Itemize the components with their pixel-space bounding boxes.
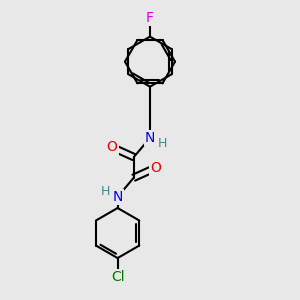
Text: O: O xyxy=(106,140,118,154)
Text: Cl: Cl xyxy=(111,270,124,284)
Text: F: F xyxy=(146,11,154,26)
Text: O: O xyxy=(150,161,161,175)
Text: H: H xyxy=(101,185,110,198)
Text: N: N xyxy=(112,190,123,204)
Text: N: N xyxy=(145,131,155,145)
Text: H: H xyxy=(158,137,167,150)
